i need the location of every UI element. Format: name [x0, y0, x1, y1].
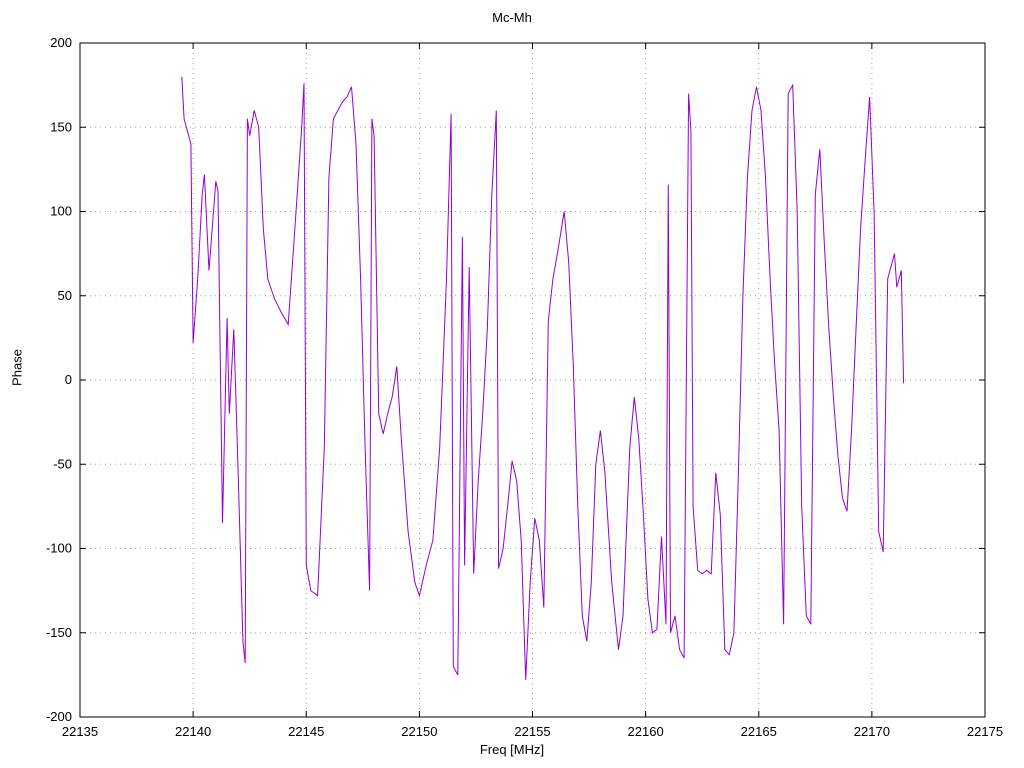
y-tick-label: -150 — [46, 625, 72, 640]
chart-title: Mc-Mh — [492, 10, 532, 25]
y-tick-label: 0 — [65, 372, 72, 387]
y-axis-label: Phase — [9, 349, 25, 386]
x-tick-label: 22145 — [288, 724, 324, 739]
x-tick-label: 22155 — [514, 724, 550, 739]
x-tick-label: 22165 — [741, 724, 777, 739]
x-tick-label: 22140 — [175, 724, 211, 739]
y-tick-label: -100 — [46, 541, 72, 556]
x-tick-label: 22175 — [967, 724, 1003, 739]
y-tick-label: -50 — [53, 456, 72, 471]
phase-series-line — [181, 76, 905, 680]
x-tick-label: 22170 — [854, 724, 890, 739]
y-tick-label: 200 — [50, 35, 72, 50]
y-tick-label: 150 — [50, 119, 72, 134]
x-tick-label: 22135 — [62, 724, 98, 739]
x-axis-label: Freq [MHz] — [479, 742, 545, 757]
y-tick-label: -200 — [46, 709, 72, 724]
x-tick-label: 22160 — [628, 724, 664, 739]
y-tick-label: 100 — [50, 204, 72, 219]
y-tick-label: 50 — [58, 288, 72, 303]
x-tick-label: 22150 — [401, 724, 437, 739]
